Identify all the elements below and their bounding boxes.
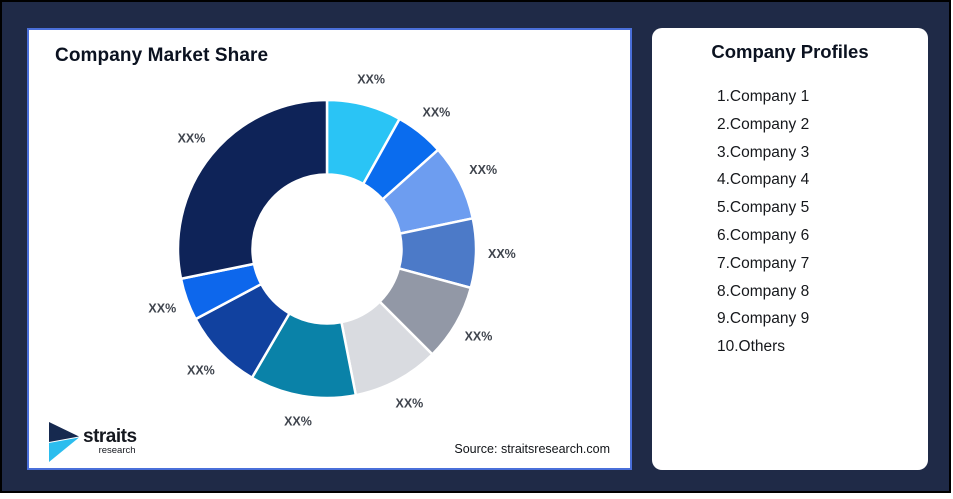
logo-sub-brand: research [98, 445, 136, 456]
company-list-item: 3.Company 3 [717, 143, 810, 161]
segment-percentage-label: XX% [178, 131, 206, 145]
donut-segment [176, 98, 329, 281]
company-list-item: 1.Company 1 [717, 88, 810, 105]
straits-chevron-icon [49, 422, 79, 462]
chevron-top-shape [49, 422, 79, 442]
segment-percentage-label: XX% [488, 247, 516, 261]
segment-percentage-label: XX% [396, 396, 424, 410]
company-list-item: 10.Others [717, 338, 786, 356]
company-list-item: 8.Company 8 [717, 282, 810, 300]
company-list-item: 4.Company 4 [717, 171, 810, 189]
market-share-donut-chart: XX% XX% XX% XX% XX% XX% XX% XX% XX% XX% [148, 73, 516, 429]
company-profiles-card: Company Profiles 1.Company 1 2.Company 2 3… [652, 28, 928, 470]
company-list-item: 5.Company 5 [717, 199, 810, 217]
chevron-bottom-shape [49, 437, 79, 462]
segment-percentage-label: XX% [148, 301, 176, 315]
segment-percentage-label: XX% [284, 415, 312, 429]
company-list-item: 6.Company 6 [717, 226, 810, 244]
segment-percentage-label: XX% [465, 330, 493, 344]
straits-research-logo: straits research [49, 422, 137, 462]
segment-percentage-label: XX% [187, 363, 215, 377]
company-list-item: 7.Company 7 [717, 254, 810, 272]
logo-text: straits research [83, 426, 137, 456]
segment-percentage-label: XX% [469, 163, 497, 177]
company-list-item: 9.Company 9 [717, 310, 810, 328]
profiles-title: Company Profiles [711, 41, 869, 62]
segment-percentage-label: XX% [357, 73, 385, 87]
logo-brand-name: straits [83, 426, 137, 447]
segment-percentage-label: XX% [423, 105, 451, 119]
market-share-card: XX% XX% XX% XX% XX% XX% XX% XX% XX% XX% Company M… [27, 28, 632, 470]
company-list-item: 2.Company 2 [717, 115, 810, 133]
company-profiles-list: 1.Company 1 2.Company 2 3.Company 3 4.Compa… [717, 83, 809, 361]
source-attribution: Source: straitsresearch.com [454, 442, 610, 456]
chart-title: Company Market Share [55, 45, 269, 66]
